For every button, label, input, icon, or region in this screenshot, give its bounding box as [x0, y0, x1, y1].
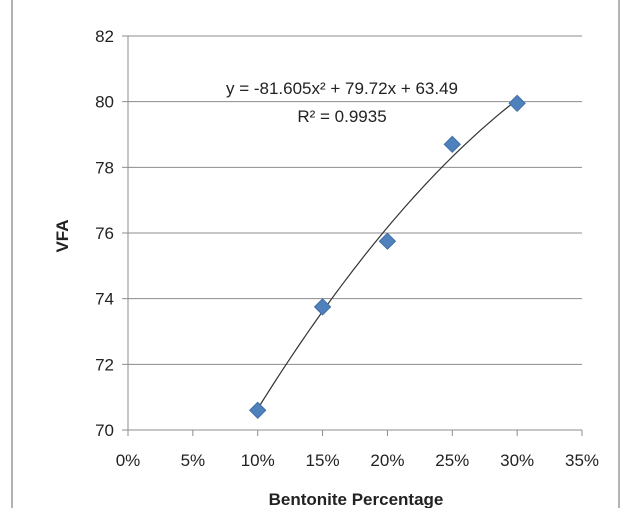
data-point [313, 298, 332, 316]
trendline-layer [257, 99, 518, 410]
r-squared-annotation: R² = 0.9935 [297, 107, 386, 126]
data-point [378, 232, 397, 250]
x-tick-label: 25% [435, 451, 469, 470]
x-axis-title: Bentonite Percentage [269, 490, 444, 508]
axes [122, 35, 583, 436]
x-tick-label: 20% [370, 451, 404, 470]
gridlines [128, 35, 582, 365]
chart-border [11, 0, 620, 513]
x-tick-label: 35% [565, 451, 599, 470]
x-tick-label: 15% [306, 451, 340, 470]
data-point [249, 401, 267, 420]
y-tick-label: 70 [95, 421, 114, 440]
x-tick-label: 10% [241, 451, 275, 470]
data-point [443, 135, 461, 154]
y-tick-label: 76 [95, 224, 114, 243]
x-tick-label: 5% [181, 451, 206, 470]
y-tick-label: 82 [95, 27, 114, 46]
y-axis-title: VFA [53, 219, 72, 252]
y-tick-label: 74 [95, 290, 114, 309]
y-tick-label: 72 [95, 355, 114, 374]
data-points [249, 94, 526, 420]
y-tick-label: 80 [95, 93, 114, 112]
polynomial-trendline [257, 99, 518, 410]
data-point [508, 94, 526, 113]
tick-labels: 70 72 74 76 78 80 82 0% 5% 10% 15% 20% 25% 30% 35% [95, 27, 599, 470]
equation-annotation: y = -81.605x² + 79.72x + 63.49 [226, 79, 458, 98]
x-tick-label: 30% [500, 451, 534, 470]
x-tick-label: 0% [116, 451, 141, 470]
y-tick-label: 78 [95, 158, 114, 177]
